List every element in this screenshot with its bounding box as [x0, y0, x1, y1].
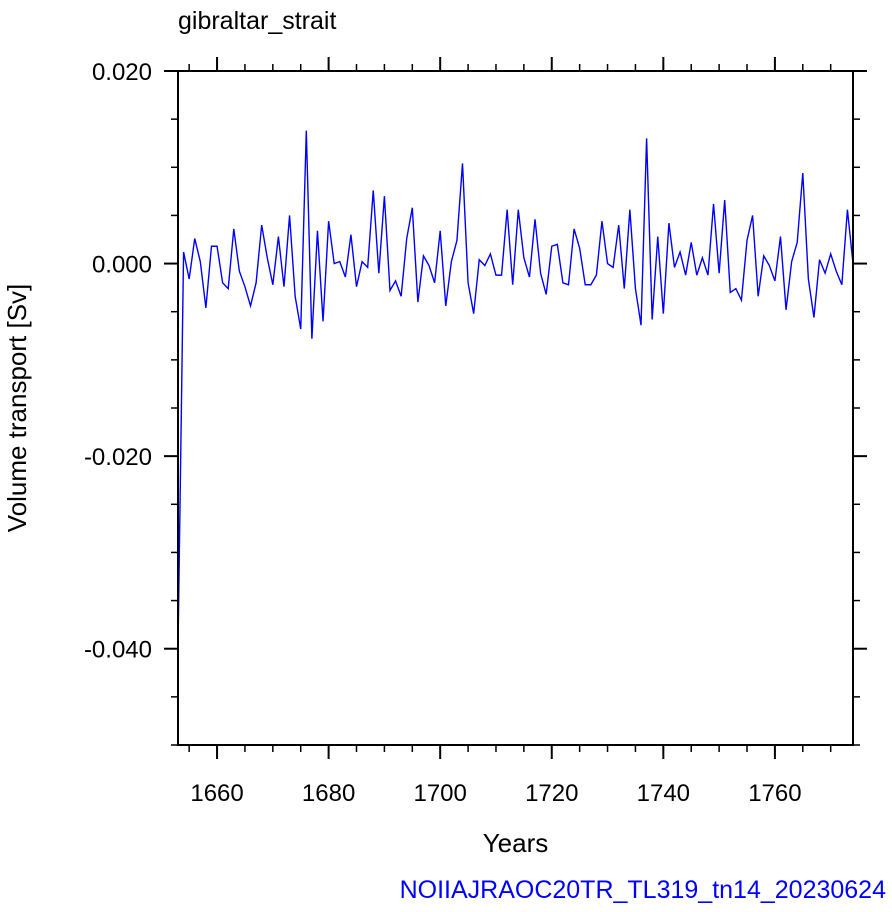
y-tick-label: -0.040 [84, 637, 152, 664]
y-tick-label: 0.000 [92, 252, 152, 279]
y-tick-label: -0.020 [84, 444, 152, 471]
y-axis-title: Volume transport [Sv] [2, 284, 32, 533]
x-axis-title: Years [483, 828, 549, 858]
series-layer [177, 130, 854, 649]
x-tick-label: 1700 [413, 780, 466, 807]
x-tick-label: 1680 [302, 780, 355, 807]
plot-frame [177, 70, 854, 746]
y-tick-label: 0.020 [92, 59, 152, 86]
tick-layer [164, 57, 867, 759]
tick-label-layer: -0.040 -0.020 0.000 0.020 1660 1680 1700 1720 17… [84, 59, 802, 807]
chart-title: gibraltar_strait [178, 7, 336, 35]
x-tick-label: 1660 [190, 780, 243, 807]
model-run-caption: NOIIAJRAOC20TR_TL319_tn14_20230624 [400, 876, 887, 904]
x-tick-label: 1740 [637, 780, 690, 807]
x-tick-label: 1720 [525, 780, 578, 807]
y-axis-title-group: Volume transport [Sv] [2, 284, 32, 533]
x-tick-label: 1760 [748, 780, 801, 807]
series-line [177, 130, 854, 649]
